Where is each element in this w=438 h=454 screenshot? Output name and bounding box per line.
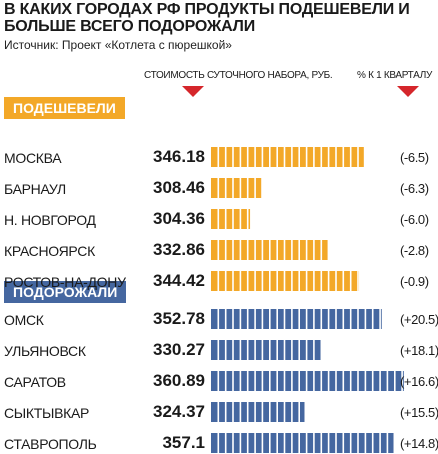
bar <box>211 371 404 391</box>
source-note: Источник: Проект «Котлета с пюрешкой» <box>4 38 232 52</box>
group-label-dearer: Подорожали <box>4 281 127 303</box>
city-label: Н. Новгород <box>4 212 96 228</box>
cost-marker-triangle <box>182 86 204 97</box>
value-label: 346.18 <box>153 147 205 166</box>
value-label: 324.37 <box>153 402 205 421</box>
group-label-cheaper: Подешевели <box>4 97 125 119</box>
city-label: Омск <box>4 312 44 328</box>
bar <box>211 271 360 291</box>
cost-column-header: Стоимость суточного набора, руб. <box>144 70 333 81</box>
change-label: (-2.8) <box>400 243 429 258</box>
bar <box>211 147 364 167</box>
change-column-header: % к 1 кварталу <box>357 70 433 81</box>
change-label: (+18.1) <box>400 343 438 358</box>
city-label: Ульяновск <box>4 343 86 359</box>
change-label: (+16.6) <box>400 374 438 389</box>
change-marker-triangle <box>397 86 419 97</box>
bar <box>211 340 321 360</box>
city-label: Ставрополь <box>4 436 97 452</box>
value-label: 352.78 <box>153 309 205 328</box>
value-label: 357.1 <box>162 433 205 452</box>
bar <box>211 209 251 229</box>
bar <box>211 240 328 260</box>
value-label: 304.36 <box>153 209 205 228</box>
value-label: 330.27 <box>153 340 205 359</box>
change-label: (+15.5) <box>400 405 438 420</box>
change-label: (+14.8) <box>400 436 438 451</box>
city-label: Барнаул <box>4 181 66 197</box>
bar <box>211 309 382 329</box>
change-label: (-6.5) <box>400 150 429 165</box>
bar <box>211 433 394 453</box>
chart-title: В каких городах РФ продукты подешевели и… <box>4 1 410 35</box>
value-label: 332.86 <box>153 240 205 259</box>
change-label: (-6.0) <box>400 212 429 227</box>
city-label: Саратов <box>4 374 66 390</box>
bar <box>211 178 262 198</box>
bar <box>211 402 305 422</box>
city-label: Москва <box>4 150 62 166</box>
change-label: (-6.3) <box>400 181 429 196</box>
city-label: Сыктывкар <box>4 405 90 421</box>
value-label: 344.42 <box>153 271 205 290</box>
value-label: 360.89 <box>153 371 205 390</box>
change-label: (-0.9) <box>400 274 429 289</box>
value-label: 308.46 <box>153 178 205 197</box>
change-label: (+20.5) <box>400 312 438 327</box>
city-label: Ростов-на-Дону <box>4 274 126 290</box>
city-label: Красноярск <box>4 243 95 259</box>
